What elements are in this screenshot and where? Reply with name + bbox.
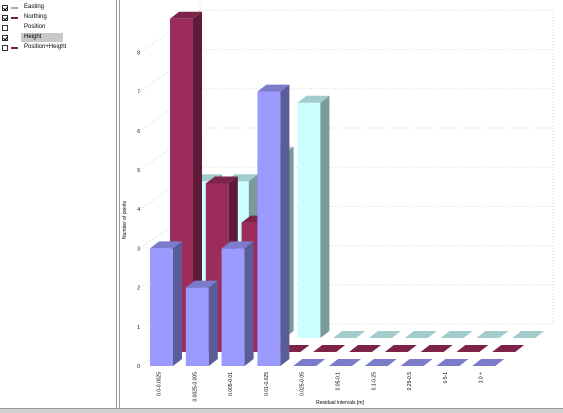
panel-divider[interactable] (119, 0, 120, 408)
floor-tile (369, 331, 401, 338)
bar (150, 241, 182, 366)
floor-tile (436, 359, 469, 366)
bar-top (221, 241, 254, 249)
x-tick-label: 0.1-0.25 (371, 372, 377, 391)
floor-tile (400, 359, 433, 366)
x-tick-label: 0.5-1 (443, 372, 449, 384)
floor-tile (512, 331, 545, 338)
northing-label: Northing (24, 14, 47, 20)
legend-item-position[interactable]: Position (2, 22, 48, 33)
bar-side (193, 11, 202, 353)
x-tick-label: 0.0025-0.005 (192, 372, 198, 402)
height-label: Height (21, 33, 63, 42)
bar (221, 241, 254, 366)
bar-front (257, 91, 281, 366)
legend-item-height[interactable]: Height (2, 32, 63, 43)
bar-top (297, 95, 330, 103)
bar-top (205, 176, 238, 184)
northing-checkbox[interactable] (2, 14, 8, 21)
x-axis-label: Residual intervals [m] (316, 400, 364, 406)
y-axis-label: Number of points (122, 200, 128, 239)
y-tick-label: 4 (137, 207, 140, 213)
floor-tile (476, 331, 509, 338)
floor-tile (333, 331, 366, 338)
bar-front (185, 287, 209, 366)
x-tick-label: 0.0-0.0025 (157, 372, 163, 396)
y-tick-label: 5 (137, 168, 140, 174)
x-tick-label: 0.005-0.01 (228, 372, 234, 396)
y-tick-label: 1 (137, 325, 140, 331)
position-label: Position (24, 24, 46, 30)
floor-tile (384, 345, 417, 352)
x-tick-label: 0.025-0.05 (300, 372, 306, 396)
bar (257, 84, 290, 366)
legend-panel: Easting Northing Position Height Positio… (0, 0, 117, 408)
bar-top (170, 11, 202, 19)
y-tick-label: 3 (137, 246, 140, 252)
legend-item-position-height[interactable]: Position+Height (2, 42, 69, 53)
floor-tile (420, 345, 453, 352)
height-checkbox[interactable] (2, 34, 8, 41)
y-tick-label: 2 (137, 286, 140, 292)
bar-top (257, 84, 290, 92)
position-height-checkbox[interactable] (2, 44, 8, 51)
floor-layer (277, 331, 545, 366)
y-tick-label: 0 (137, 364, 140, 370)
bar-layer (150, 11, 330, 366)
y-tick-label: 6 (137, 129, 140, 135)
floor-tile (364, 359, 397, 366)
bar (297, 95, 330, 338)
floor-tile (349, 345, 381, 352)
floor-tile (492, 345, 525, 352)
position-height-label: Position+Height (24, 44, 67, 50)
floor-tile (472, 359, 505, 366)
bar-side (280, 84, 290, 366)
bar-front (150, 248, 173, 366)
floor-tile (404, 331, 437, 338)
x-tick-label: 0.25-0.5 (407, 372, 413, 391)
bar-top (150, 241, 182, 249)
position-height-swatch (11, 46, 18, 49)
x-tick-label: 1.0 + (479, 372, 485, 383)
floor-tile (329, 359, 361, 366)
bar-side (244, 241, 254, 366)
label-layer: 0 1 2 3 4 5 6 7 8 0.0-0.0025 0.0025-0.005 0.005-0.0… (137, 50, 484, 401)
bottom-scrollbar[interactable] (0, 408, 563, 413)
floor-tile (456, 345, 489, 352)
bar-front (221, 248, 245, 366)
floor-tile (440, 331, 473, 338)
bar-side (208, 280, 218, 366)
y-tick-label: 8 (137, 50, 140, 56)
legend-item-northing[interactable]: Northing (2, 12, 50, 23)
northing-swatch (11, 16, 18, 19)
y-tick-label: 7 (137, 90, 140, 96)
floor-tile (313, 345, 346, 352)
easting-swatch (11, 6, 18, 9)
easting-label: Easting (24, 4, 45, 10)
bar-side (320, 95, 330, 338)
legend-item-easting[interactable]: Easting (2, 2, 47, 13)
x-tick-label: 0.05-0.1 (336, 372, 342, 391)
bar-side (173, 241, 182, 366)
floor-tile (293, 359, 326, 366)
x-tick-label: 0.01-0.025 (264, 372, 270, 396)
easting-checkbox[interactable] (2, 4, 8, 11)
bar (185, 280, 218, 366)
bar-front (297, 102, 321, 338)
bar-top (185, 280, 218, 288)
position-checkbox[interactable] (2, 24, 8, 31)
